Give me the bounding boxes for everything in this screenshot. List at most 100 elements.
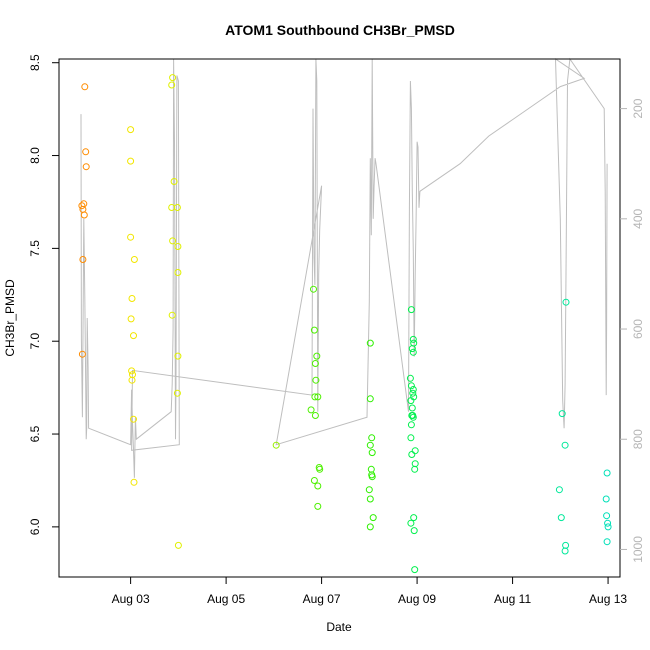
- data-point: [603, 538, 611, 546]
- data-point: [173, 389, 181, 397]
- y-tick-label: 8.5: [28, 54, 42, 71]
- data-point: [169, 237, 177, 245]
- data-point: [310, 477, 318, 484]
- data-point: [561, 547, 569, 555]
- data-point: [130, 256, 138, 263]
- data-point: [128, 367, 136, 375]
- data-point: [561, 441, 569, 449]
- data-point: [314, 482, 322, 490]
- y2-tick-label: 400: [631, 208, 645, 228]
- data-point: [127, 315, 135, 323]
- data-point: [78, 202, 86, 210]
- data-point: [314, 393, 322, 401]
- data-point: [310, 326, 318, 334]
- data-point: [168, 311, 176, 319]
- data-point: [313, 352, 321, 360]
- data-point: [128, 295, 136, 302]
- secondary-y-axis: 200 400 600 800 1000: [620, 98, 645, 563]
- data-point: [311, 412, 319, 419]
- data-point: [174, 269, 182, 276]
- y-axis: 6.0 6.5 7.0 7.5 8.0 8.5: [28, 54, 59, 535]
- data-point: [408, 345, 416, 353]
- data-point: [603, 512, 611, 520]
- data-point: [312, 376, 320, 384]
- data-point: [128, 376, 136, 384]
- points-layer: [78, 74, 612, 574]
- data-point: [169, 74, 177, 82]
- data-point: [174, 243, 182, 250]
- y-tick-label: 7.0: [28, 333, 42, 350]
- x-tick-label: Aug 11: [494, 592, 531, 606]
- y2-tick-label: 600: [631, 319, 645, 339]
- y-axis-label: CH3Br_PMSD: [3, 279, 17, 357]
- x-tick-label: Aug 03: [112, 592, 150, 606]
- data-point: [604, 523, 612, 531]
- x-tick-label: Aug 09: [398, 592, 436, 606]
- data-point: [406, 374, 414, 382]
- data-point: [82, 163, 90, 171]
- data-point: [366, 339, 374, 347]
- y-tick-label: 6.0: [28, 518, 42, 535]
- data-point: [127, 157, 135, 165]
- data-point: [557, 514, 565, 522]
- x-axis-label: Date: [326, 620, 352, 634]
- data-point: [272, 441, 280, 449]
- data-point: [558, 410, 566, 418]
- data-point: [82, 148, 90, 156]
- data-point: [555, 486, 563, 494]
- y2-tick-label: 800: [631, 429, 645, 449]
- data-point: [368, 473, 376, 481]
- x-tick-label: Aug 05: [207, 592, 245, 606]
- data-point: [369, 514, 377, 522]
- data-point: [174, 541, 182, 549]
- data-point: [366, 395, 374, 403]
- altitude-track-line: [80, 57, 608, 478]
- data-point: [407, 421, 415, 429]
- chart-title: ATOM1 Southbound CH3Br_PMSD: [225, 22, 455, 38]
- data-point: [307, 406, 315, 414]
- data-point: [79, 256, 87, 263]
- data-point: [562, 298, 570, 306]
- data-point: [411, 465, 419, 473]
- data-point: [173, 204, 181, 211]
- data-point: [130, 478, 138, 486]
- data-point: [127, 233, 135, 241]
- y2-tick-label: 200: [631, 98, 645, 118]
- data-point: [168, 81, 176, 89]
- data-point: [366, 495, 374, 503]
- data-point: [81, 83, 89, 91]
- x-tick-label: Aug 13: [589, 592, 627, 606]
- data-point: [314, 502, 322, 510]
- y-tick-label: 8.0: [28, 147, 42, 164]
- data-point: [408, 404, 416, 412]
- data-point: [316, 465, 324, 473]
- y-tick-label: 6.5: [28, 425, 42, 442]
- y-tick-label: 7.5: [28, 240, 42, 257]
- data-point: [366, 523, 374, 531]
- data-point: [368, 449, 376, 457]
- data-point: [368, 434, 376, 442]
- data-point: [407, 306, 415, 314]
- data-point: [174, 352, 182, 360]
- data-point: [410, 514, 418, 522]
- data-point: [408, 451, 416, 458]
- x-tick-label: Aug 07: [303, 592, 341, 606]
- data-point: [410, 527, 418, 535]
- data-point: [127, 126, 135, 134]
- data-point: [80, 211, 88, 219]
- data-point: [170, 178, 178, 185]
- data-point: [407, 519, 415, 527]
- data-point: [602, 495, 610, 503]
- data-point: [407, 382, 415, 390]
- data-point: [365, 486, 373, 494]
- data-point: [130, 332, 137, 340]
- altitude-track-layer: [80, 57, 608, 478]
- data-point: [409, 389, 417, 397]
- data-point: [80, 200, 88, 208]
- data-point: [407, 434, 415, 442]
- data-point: [311, 393, 319, 401]
- data-point: [409, 386, 417, 393]
- data-point: [130, 415, 137, 423]
